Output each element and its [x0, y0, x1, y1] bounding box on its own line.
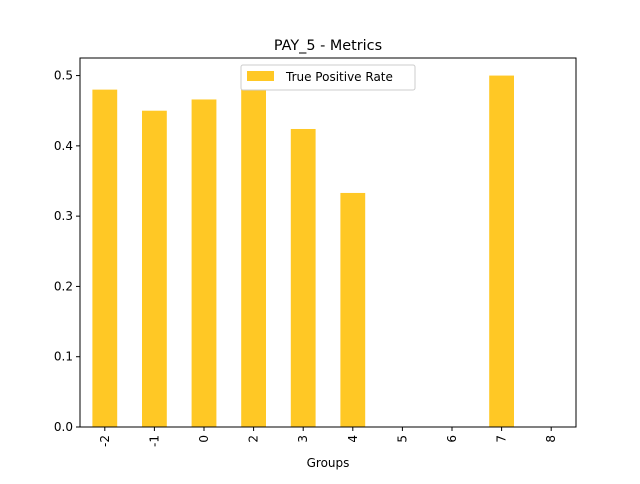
x-tick-label: 3 — [296, 435, 310, 443]
legend-label: True Positive Rate — [285, 70, 393, 84]
x-tick-label: 8 — [544, 435, 558, 443]
y-tick-label: 0.0 — [54, 420, 73, 434]
x-tick-label: 6 — [445, 435, 459, 443]
legend-swatch — [247, 71, 274, 81]
bar--1 — [142, 110, 167, 427]
x-tick-label: 2 — [247, 435, 261, 443]
bar-4 — [340, 192, 366, 427]
y-tick-label: 0.2 — [54, 279, 73, 293]
y-tick-label: 0.1 — [54, 350, 73, 364]
y-tick-label: 0.4 — [54, 139, 73, 153]
chart-title: PAY_5 - Metrics — [274, 38, 382, 54]
x-tick-label: -2 — [98, 435, 112, 447]
bar-2 — [241, 89, 266, 427]
legend-box — [240, 64, 416, 91]
x-tick-label: 0 — [197, 435, 211, 443]
x-axis-label: Groups — [307, 456, 350, 470]
legend: True Positive Rate — [240, 64, 416, 91]
y-tick-label: 0.5 — [54, 69, 73, 83]
bar-0 — [191, 99, 217, 428]
bar-3 — [290, 128, 316, 427]
x-tick-label: 7 — [495, 435, 509, 443]
bar--2 — [92, 89, 118, 427]
y-tick-label: 0.3 — [54, 209, 73, 223]
plot-frame — [79, 57, 577, 428]
x-tick-label: 4 — [346, 435, 360, 443]
x-tick-label: -1 — [147, 435, 161, 447]
bar-7 — [489, 75, 514, 428]
x-tick-label: 5 — [395, 435, 409, 443]
